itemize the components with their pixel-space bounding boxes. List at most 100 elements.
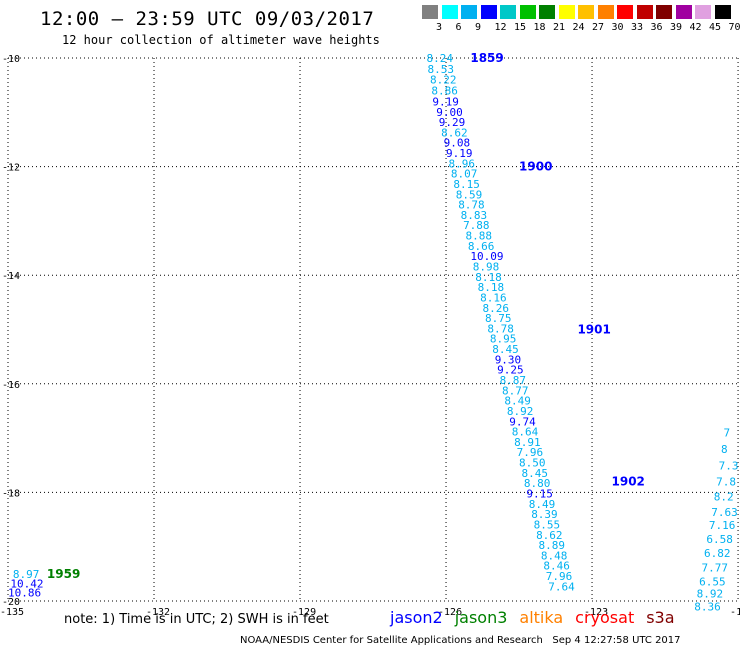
wave-height-value: 8.49 bbox=[504, 395, 530, 408]
wave-height-value: 8.48 bbox=[541, 549, 568, 562]
wave-height-value: 9.19 bbox=[446, 147, 473, 160]
scale-label: 42 bbox=[689, 22, 702, 33]
scale-label: 3 bbox=[436, 22, 443, 33]
legend-altika: altika bbox=[519, 608, 564, 627]
lon-tick-label: -126 bbox=[438, 607, 462, 618]
scale-label: 18 bbox=[533, 22, 546, 33]
scale-swatch bbox=[597, 5, 614, 19]
scale-swatch bbox=[695, 5, 711, 19]
wave-height-value: 8.88 bbox=[465, 230, 492, 243]
wave-height-value: 7.96 bbox=[546, 570, 573, 583]
generated-timestamp: Sep 4 12:27:58 UTC 2017 bbox=[552, 635, 681, 646]
page-title: 12:00 – 23:59 UTC 09/03/2017 bbox=[40, 8, 375, 30]
pass-time-label: 1902 bbox=[612, 475, 645, 489]
wave-height-value: 8.55 bbox=[534, 518, 561, 531]
wave-height-value: 8.78 bbox=[487, 322, 514, 335]
wave-height-value: 9.25 bbox=[497, 364, 524, 377]
wave-height-value: 8.95 bbox=[490, 333, 517, 346]
pass-time-label: 1859 bbox=[470, 51, 503, 65]
scale-swatch bbox=[714, 5, 731, 19]
wave-height-observations: 8.248.538.228.869.199.009.298.629.089.19… bbox=[8, 51, 738, 613]
wave-height-value: 7.64 bbox=[548, 580, 575, 593]
wave-height-value: 8.96 bbox=[448, 157, 475, 170]
wave-height-value: 9.19 bbox=[432, 95, 459, 108]
wave-height-value: 8.53 bbox=[428, 63, 455, 76]
scale-swatch bbox=[656, 5, 672, 19]
wave-height-value: 7.63 bbox=[711, 506, 738, 519]
credit-line: NOAA/NESDIS Center for Satellite Applica… bbox=[240, 635, 681, 646]
wave-height-value: 8.87 bbox=[500, 374, 527, 387]
lon-tick-label: -135 bbox=[0, 607, 24, 618]
scale-label: 15 bbox=[514, 22, 527, 33]
wave-height-value: 8.39 bbox=[531, 508, 558, 521]
pass-time-label: 1901 bbox=[577, 323, 610, 337]
pass-time-label: 1959 bbox=[47, 567, 80, 581]
scale-label: 21 bbox=[553, 22, 566, 33]
wave-height-value: 6.58 bbox=[706, 533, 733, 546]
wave-height-value: 8.62 bbox=[441, 126, 468, 139]
scale-label: 6 bbox=[455, 22, 462, 33]
wave-height-value: 8.50 bbox=[519, 457, 546, 470]
scale-swatch bbox=[558, 5, 575, 19]
footnote: note: 1) Time is in UTC; 2) SWH is in fe… bbox=[64, 612, 329, 627]
axis-labels: -10 -12 -14 -16 -18 -20-135 -132 -129 -126 -123 -1… bbox=[0, 54, 740, 618]
wave-height-value: 8.15 bbox=[453, 178, 480, 191]
wave-height-value: 9.30 bbox=[495, 353, 522, 366]
wave-height-value: 9.15 bbox=[526, 487, 553, 500]
wave-height-value: 8.89 bbox=[539, 539, 566, 552]
wave-height-value: 8.98 bbox=[473, 261, 500, 274]
lon-tick-label: -12 bbox=[730, 607, 740, 618]
wave-height-value: 10.09 bbox=[470, 250, 503, 263]
satellite-legend: jason2 jason3 altika cryosat s3a bbox=[390, 608, 687, 627]
wave-height-value: 8.62 bbox=[536, 529, 563, 542]
scale-swatch bbox=[578, 5, 594, 19]
wave-height-value: 9.29 bbox=[439, 116, 466, 129]
lat-lon-grid bbox=[7, 57, 740, 602]
lat-tick-label: -14 bbox=[2, 271, 20, 282]
lat-tick-label: -12 bbox=[2, 163, 20, 174]
wave-height-value: 8.92 bbox=[507, 405, 534, 418]
wave-height-value: 8.83 bbox=[461, 209, 488, 222]
wave-height-value: 8.45 bbox=[492, 343, 518, 356]
scale-swatch bbox=[519, 5, 536, 19]
wave-height-value: 8.22 bbox=[430, 74, 457, 87]
wave-height-value: 7.8 bbox=[716, 476, 736, 489]
wave-height-value: 8.91 bbox=[514, 436, 541, 449]
wave-height-value: 7 bbox=[723, 427, 730, 440]
scale-swatch bbox=[500, 5, 516, 19]
scale-label: 24 bbox=[572, 22, 585, 33]
scale-swatch bbox=[441, 5, 458, 19]
wave-height-value: 8.46 bbox=[543, 560, 570, 573]
lon-tick-label: -129 bbox=[292, 607, 316, 618]
wave-height-value: 9.74 bbox=[509, 415, 536, 428]
wave-height-value: 8.18 bbox=[478, 281, 505, 294]
wave-height-value: 9.00 bbox=[436, 106, 463, 119]
wave-height-value: 8.92 bbox=[697, 587, 724, 600]
lat-tick-label: -10 bbox=[2, 54, 20, 65]
wave-height-value: 8.97 bbox=[13, 568, 40, 581]
wave-height-value: 8.24 bbox=[427, 52, 454, 65]
wave-height-value: 7.77 bbox=[702, 561, 729, 574]
scale-label: 9 bbox=[475, 22, 482, 33]
wave-height-value: 8.78 bbox=[458, 199, 485, 212]
legend-jason3: jason3 bbox=[454, 608, 508, 627]
scale-label: 70 bbox=[728, 22, 740, 33]
scale-swatch bbox=[636, 5, 653, 19]
wave-height-value: 8.59 bbox=[456, 188, 483, 201]
wave-height-value: 8.75 bbox=[485, 312, 512, 325]
wave-height-value: 8.16 bbox=[480, 291, 507, 304]
lat-tick-label: -16 bbox=[2, 380, 20, 391]
wave-height-value: 6.82 bbox=[704, 547, 731, 560]
lat-tick-label: -20 bbox=[2, 597, 20, 608]
wave-height-value: 6.55 bbox=[699, 575, 726, 588]
scale-label: 30 bbox=[611, 22, 624, 33]
wave-height-value: 8.18 bbox=[475, 271, 502, 284]
wave-height-value: 7.3 bbox=[719, 459, 739, 472]
wave-height-value: 10.86 bbox=[8, 586, 41, 599]
legend-cryosat: cryosat bbox=[575, 608, 635, 627]
wave-height-value: 8 bbox=[721, 443, 728, 456]
credit-text: NOAA/NESDIS Center for Satellite Applica… bbox=[240, 635, 543, 646]
wave-height-value: 7.88 bbox=[463, 219, 490, 232]
page-subtitle: 12 hour collection of altimeter wave hei… bbox=[62, 33, 380, 47]
